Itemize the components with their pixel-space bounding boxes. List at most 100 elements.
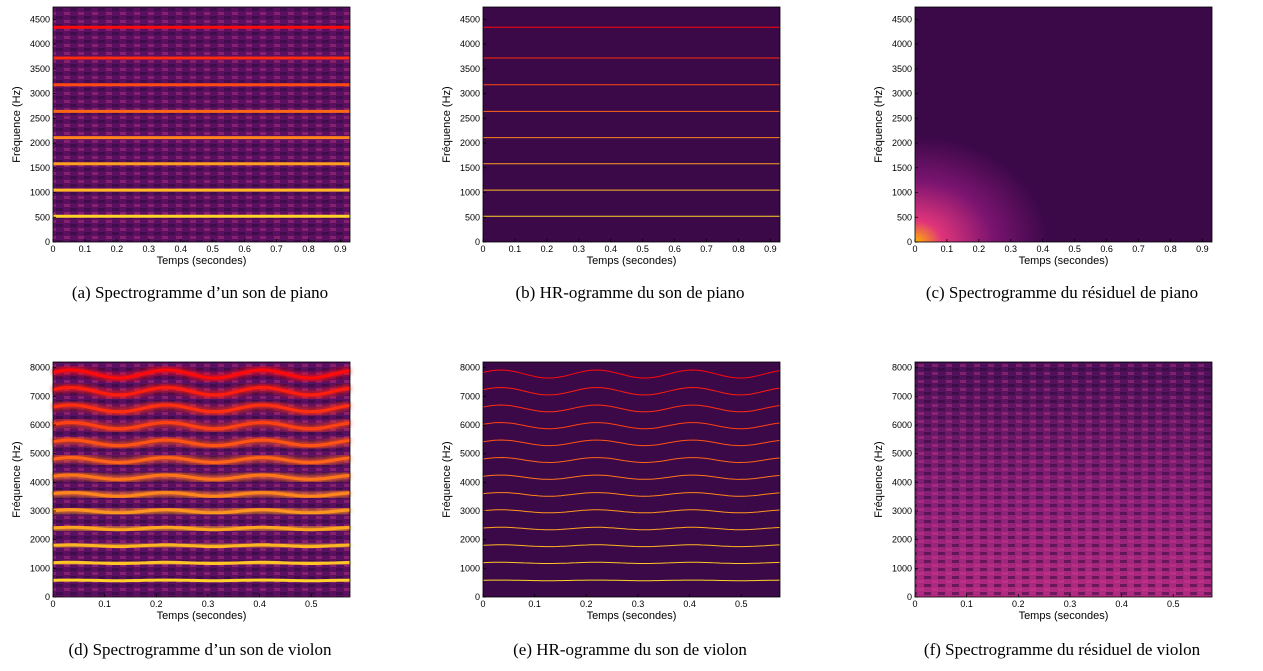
x-tick-label: 0.2 (150, 599, 163, 609)
harmonic-line (482, 474, 781, 480)
x-tick-label: 0.3 (143, 244, 156, 254)
y-tick-label: 2000 (30, 138, 50, 148)
y-axis-label: Fréquence (Hz) (11, 441, 23, 517)
heatmap-background (483, 7, 780, 242)
harmonic-band (52, 525, 351, 532)
x-axis-label: Temps (secondes) (587, 255, 677, 267)
y-tick-label: 5000 (30, 449, 50, 459)
x-tick-label: 0.2 (541, 244, 554, 254)
x-tick-label: 0.6 (668, 244, 681, 254)
x-tick-label: 0 (50, 244, 55, 254)
x-tick-label: 0.7 (700, 244, 713, 254)
y-axis-label: Fréquence (Hz) (11, 86, 23, 162)
harmonic-line (482, 579, 781, 582)
x-tick-label: 0.9 (334, 244, 347, 254)
x-tick-label: 0.8 (1164, 244, 1177, 254)
harmonic-line (482, 421, 781, 430)
y-tick-label: 3500 (892, 64, 912, 74)
x-tick-label: 0.2 (580, 599, 593, 609)
x-axis-label: Temps (secondes) (157, 255, 247, 267)
x-tick-label: 0.5 (1068, 244, 1081, 254)
y-tick-label: 8000 (892, 363, 912, 373)
panel: 0 0.1 0.2 0.3 0.4 0.5 0.6 0.7 0.8 0.9 0 500 1000 1500… (873, 6, 1213, 302)
y-tick-label: 1000 (30, 188, 50, 198)
y-tick-label: 2000 (892, 138, 912, 148)
y-axis-label: Fréquence (Hz) (873, 86, 885, 162)
y-tick-label: 8000 (30, 363, 50, 373)
plot-frame (52, 6, 351, 243)
harmonic-line (482, 544, 781, 548)
x-tick-label: 0.3 (573, 244, 586, 254)
x-tick-label: 0.1 (509, 244, 522, 254)
y-tick-label: 500 (35, 212, 50, 222)
x-axis-label: Temps (secondes) (157, 610, 247, 622)
x-tick-label: 0.4 (253, 599, 266, 609)
y-tick-label: 4000 (460, 39, 480, 49)
y-tick-label: 6000 (892, 420, 912, 430)
y-tick-label: 500 (897, 212, 912, 222)
y-tick-label: 6000 (460, 420, 480, 430)
panel: 0 0.1 0.2 0.3 0.4 0.5 0.6 0.7 0.8 0.9 0 500 1000 1500… (11, 6, 351, 302)
x-axis-label: Temps (secondes) (1019, 255, 1109, 267)
y-tick-label: 8000 (460, 363, 480, 373)
y-tick-label: 2000 (892, 535, 912, 545)
y-tick-label: 3000 (460, 506, 480, 516)
y-tick-label: 0 (475, 592, 480, 602)
y-axis-label: Fréquence (Hz) (441, 441, 453, 517)
y-tick-label: 4000 (892, 39, 912, 49)
caption: (b) HR-ogramme du son de piano (516, 283, 745, 302)
plot-frame (482, 6, 781, 243)
heatmap-background (915, 7, 1212, 242)
x-tick-label: 0.8 (732, 244, 745, 254)
harmonic-band (52, 508, 351, 515)
harmonic-band (52, 560, 351, 565)
x-tick-label: 0.7 (1132, 244, 1145, 254)
y-tick-label: 5000 (460, 449, 480, 459)
x-tick-label: 0.4 (604, 244, 617, 254)
heatmap-texture (53, 7, 350, 242)
x-tick-label: 0.5 (636, 244, 649, 254)
y-tick-label: 3000 (892, 506, 912, 516)
x-tick-label: 0.9 (1196, 244, 1209, 254)
caption: (d) Spectrogramme d’un son de violon (69, 640, 332, 659)
x-tick-label: 0 (480, 599, 485, 609)
harmonic-band (52, 578, 351, 583)
y-tick-label: 0 (45, 237, 50, 247)
x-tick-label: 0.4 (1115, 599, 1128, 609)
plot-frame (52, 361, 351, 598)
y-tick-label: 3000 (460, 89, 480, 99)
y-tick-label: 3000 (30, 89, 50, 99)
y-axis-label: Fréquence (Hz) (441, 86, 453, 162)
y-tick-label: 4500 (30, 14, 50, 24)
caption: (f) Spectrogramme du résiduel de violon (924, 640, 1201, 659)
y-tick-label: 6000 (30, 420, 50, 430)
y-tick-label: 2500 (892, 113, 912, 123)
y-tick-label: 500 (465, 212, 480, 222)
y-tick-label: 5000 (892, 449, 912, 459)
x-tick-label: 0.2 (973, 244, 986, 254)
x-tick-label: 0.4 (1036, 244, 1049, 254)
caption: (c) Spectrogramme du résiduel de piano (926, 283, 1198, 302)
x-axis-label: Temps (secondes) (1019, 610, 1109, 622)
y-tick-label: 0 (475, 237, 480, 247)
x-tick-label: 0.3 (1064, 599, 1077, 609)
x-tick-label: 0.8 (302, 244, 315, 254)
x-tick-label: 0 (912, 599, 917, 609)
plot-frame (914, 6, 1213, 243)
y-tick-label: 0 (45, 592, 50, 602)
x-tick-label: 0.4 (683, 599, 696, 609)
plot-frame (914, 361, 1213, 598)
harmonic-line (482, 509, 781, 514)
x-tick-label: 0.5 (1167, 599, 1180, 609)
harmonic-band (52, 368, 351, 380)
harmonic-line (482, 439, 781, 447)
y-tick-label: 1000 (892, 188, 912, 198)
y-tick-label: 4000 (460, 477, 480, 487)
caption: (e) HR-ogramme du son de violon (513, 640, 747, 659)
x-axis-label: Temps (secondes) (587, 610, 677, 622)
y-tick-label: 3500 (30, 64, 50, 74)
y-tick-label: 3500 (460, 64, 480, 74)
y-tick-label: 0 (907, 237, 912, 247)
y-tick-label: 1500 (892, 163, 912, 173)
